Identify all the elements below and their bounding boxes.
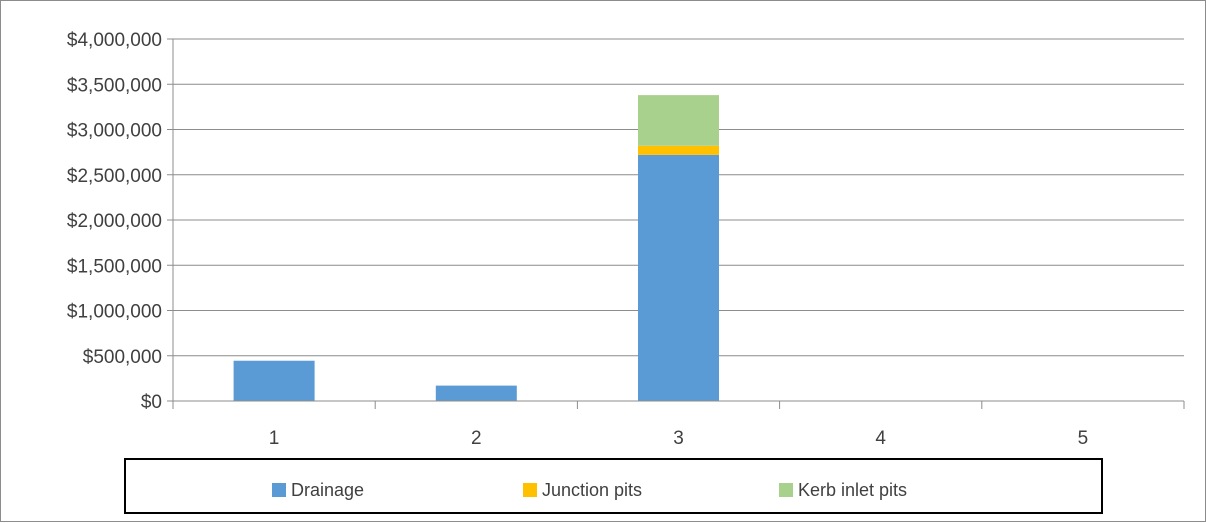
legend-box	[124, 458, 1103, 514]
axes: $0 $500,000 $1,000,000 $1,500,000 $2,000,000…	[67, 30, 1185, 449]
legend: Drainage Junction pits Kerb inlet pits	[124, 458, 1103, 514]
bar-segment-drainage	[435, 385, 517, 401]
y-tick-label: $3,000,000	[67, 121, 162, 142]
bar-segment-drainage	[233, 360, 315, 401]
y-tick-label: $1,000,000	[67, 302, 162, 323]
y-tick-label: $2,500,000	[67, 166, 162, 187]
x-tick-label: 4	[875, 428, 886, 449]
bar-segment-kerb-inlet-pits	[638, 95, 719, 146]
bars	[233, 95, 719, 401]
y-tick-label: $3,500,000	[67, 75, 162, 96]
y-tick-label: $0	[141, 392, 162, 413]
legend-label: Drainage	[291, 480, 364, 500]
legend-swatch	[523, 483, 537, 497]
y-tick-label: $4,000,000	[67, 30, 162, 51]
legend-swatch	[779, 483, 793, 497]
bar-segment-junction-pits	[638, 145, 719, 155]
x-tick-label: 2	[471, 428, 482, 449]
y-tick-label: $500,000	[83, 347, 162, 368]
legend-label: Junction pits	[542, 480, 642, 500]
y-tick-label: $2,000,000	[67, 211, 162, 232]
x-tick-label: 3	[673, 428, 684, 449]
x-tick-label: 5	[1078, 428, 1089, 449]
x-tick-label: 1	[269, 428, 280, 449]
legend-label: Kerb inlet pits	[798, 480, 907, 500]
legend-swatch	[272, 483, 286, 497]
bar-segment-drainage	[638, 154, 719, 401]
y-tick-label: $1,500,000	[67, 256, 162, 277]
